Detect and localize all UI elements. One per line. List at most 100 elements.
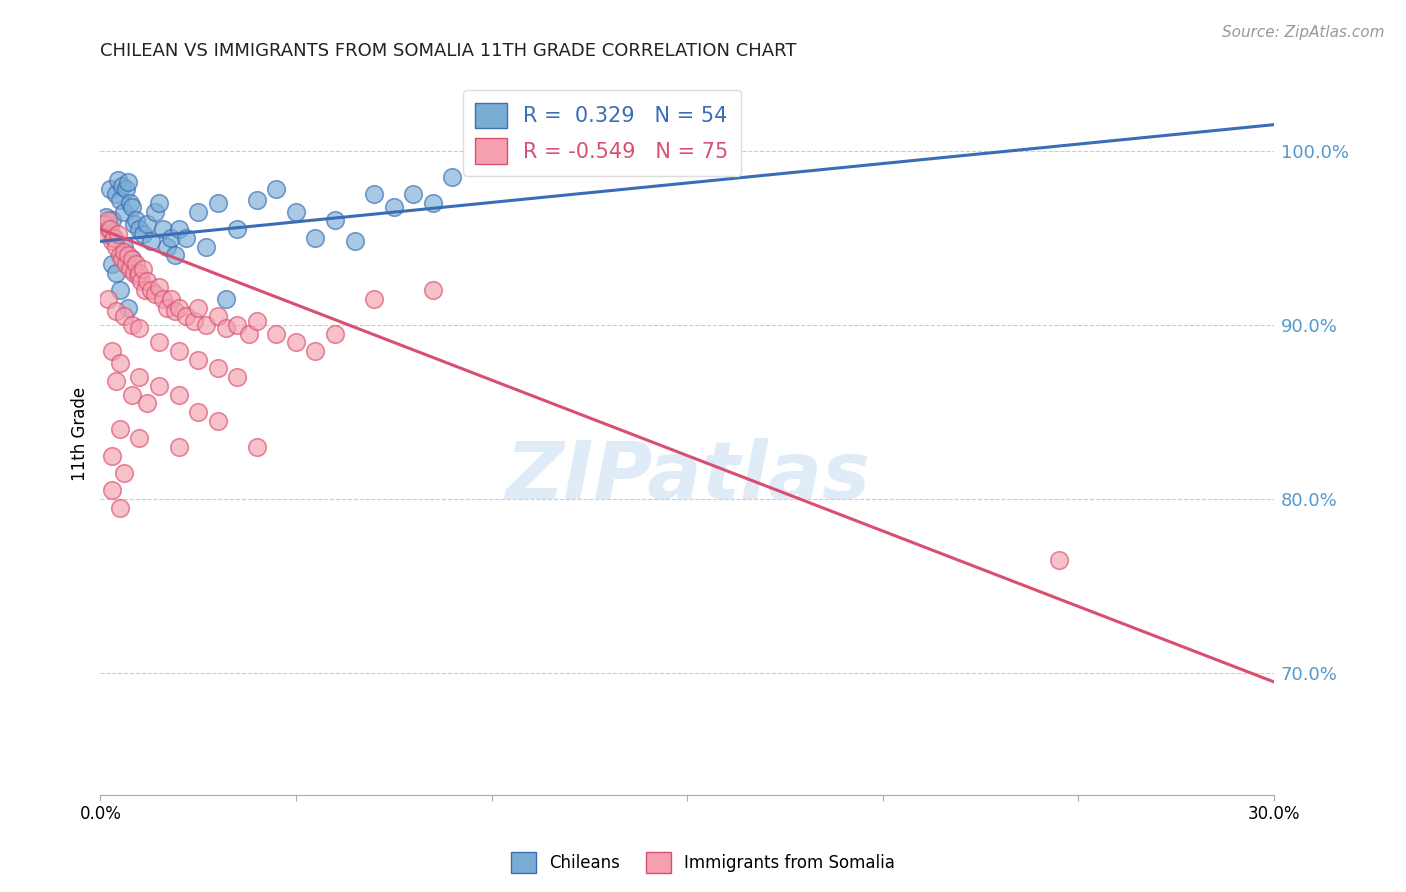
- Point: [108, 422, 131, 436]
- Point: [382, 200, 405, 214]
- Point: [112, 466, 135, 480]
- Point: [422, 196, 444, 211]
- Point: [284, 204, 307, 219]
- Point: [128, 321, 150, 335]
- Point: [117, 301, 139, 315]
- Point: [167, 301, 190, 315]
- Point: [131, 274, 153, 288]
- Point: [114, 182, 136, 196]
- Point: [105, 374, 128, 388]
- Point: [97, 292, 120, 306]
- Point: [501, 153, 523, 167]
- Point: [121, 200, 143, 214]
- Point: [187, 204, 209, 219]
- Point: [124, 213, 146, 227]
- Point: [148, 279, 170, 293]
- Point: [93, 217, 115, 231]
- Point: [214, 321, 236, 335]
- Point: [163, 304, 186, 318]
- Point: [97, 213, 120, 227]
- Point: [323, 326, 346, 341]
- Point: [105, 266, 128, 280]
- Point: [101, 483, 124, 498]
- Text: Source: ZipAtlas.com: Source: ZipAtlas.com: [1222, 25, 1385, 40]
- Point: [343, 235, 366, 249]
- Point: [103, 231, 125, 245]
- Point: [159, 292, 181, 306]
- Point: [207, 309, 229, 323]
- Point: [148, 335, 170, 350]
- Point: [152, 222, 174, 236]
- Point: [124, 257, 146, 271]
- Point: [167, 387, 190, 401]
- Point: [194, 318, 217, 332]
- Point: [226, 222, 249, 236]
- Point: [143, 286, 166, 301]
- Point: [167, 222, 190, 236]
- Point: [156, 239, 179, 253]
- Point: [122, 217, 145, 231]
- Point: [141, 283, 163, 297]
- Point: [304, 231, 326, 245]
- Point: [128, 266, 150, 280]
- Legend: Chileans, Immigrants from Somalia: Chileans, Immigrants from Somalia: [505, 846, 901, 880]
- Point: [128, 370, 150, 384]
- Point: [152, 292, 174, 306]
- Point: [363, 292, 385, 306]
- Point: [207, 361, 229, 376]
- Y-axis label: 11th Grade: 11th Grade: [72, 387, 89, 481]
- Point: [183, 314, 205, 328]
- Point: [214, 292, 236, 306]
- Point: [266, 182, 288, 196]
- Point: [143, 204, 166, 219]
- Point: [128, 222, 150, 236]
- Point: [194, 239, 217, 253]
- Point: [207, 414, 229, 428]
- Point: [134, 283, 156, 297]
- Point: [112, 239, 135, 253]
- Point: [136, 217, 159, 231]
- Point: [96, 210, 118, 224]
- Point: [101, 344, 124, 359]
- Point: [266, 326, 288, 341]
- Point: [96, 227, 118, 242]
- Point: [111, 178, 134, 193]
- Point: [121, 252, 143, 266]
- Point: [121, 252, 143, 266]
- Point: [246, 193, 269, 207]
- Point: [108, 193, 131, 207]
- Point: [111, 252, 134, 266]
- Point: [323, 213, 346, 227]
- Point: [98, 222, 121, 236]
- Point: [108, 283, 131, 297]
- Point: [176, 231, 198, 245]
- Point: [97, 222, 120, 236]
- Point: [136, 396, 159, 410]
- Point: [127, 269, 149, 284]
- Point: [148, 379, 170, 393]
- Point: [363, 187, 385, 202]
- Point: [121, 318, 143, 332]
- Point: [226, 318, 249, 332]
- Point: [101, 257, 124, 271]
- Point: [187, 405, 209, 419]
- Point: [657, 127, 679, 141]
- Point: [107, 227, 129, 242]
- Point: [519, 144, 541, 158]
- Legend: R =  0.329   N = 54, R = -0.549   N = 75: R = 0.329 N = 54, R = -0.549 N = 75: [463, 90, 741, 177]
- Point: [101, 213, 124, 227]
- Point: [481, 158, 503, 172]
- Point: [105, 239, 128, 253]
- Point: [207, 196, 229, 211]
- Point: [136, 274, 159, 288]
- Point: [246, 440, 269, 454]
- Point: [187, 301, 209, 315]
- Point: [156, 301, 179, 315]
- Point: [163, 248, 186, 262]
- Point: [112, 309, 135, 323]
- Point: [107, 173, 129, 187]
- Point: [304, 344, 326, 359]
- Point: [98, 182, 121, 196]
- Point: [117, 175, 139, 189]
- Point: [167, 344, 190, 359]
